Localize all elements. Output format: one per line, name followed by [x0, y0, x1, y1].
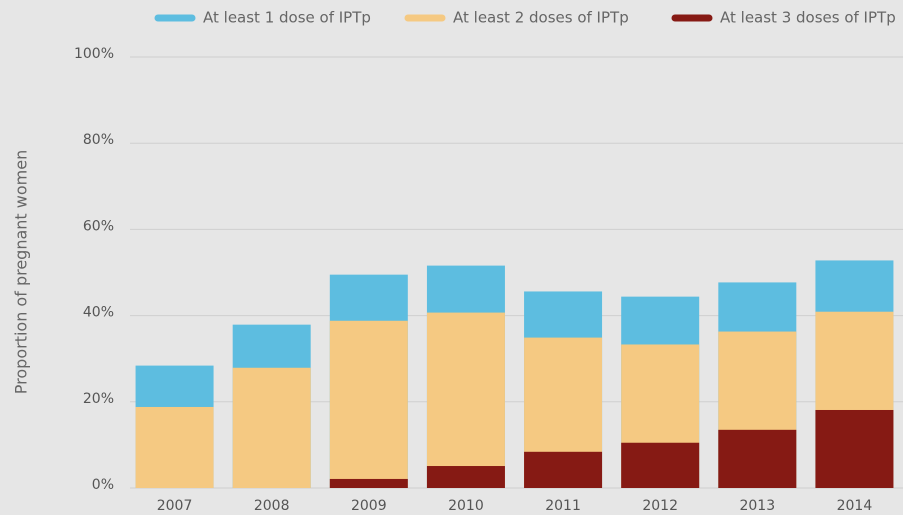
- x-tick-label: 2014: [837, 498, 873, 514]
- x-tick-label: 2007: [157, 498, 193, 514]
- bar: [329, 320, 408, 488]
- y-tick-label: 100%: [74, 46, 114, 62]
- x-tick-label: 2010: [448, 498, 484, 514]
- y-tick-label: 40%: [83, 305, 114, 321]
- y-tick-label: 60%: [83, 218, 114, 234]
- legend-label: At least 1 dose of IPTp: [203, 9, 371, 27]
- bar: [329, 478, 408, 488]
- y-tick-label: 0%: [92, 477, 114, 493]
- legend-label: At least 2 doses of IPTp: [453, 9, 629, 27]
- x-tick-label: 2012: [642, 498, 678, 514]
- x-tick-label: 2011: [545, 498, 581, 514]
- legend-label: At least 3 doses of IPTp: [720, 9, 896, 27]
- x-tick-label: 2008: [254, 498, 290, 514]
- y-axis-title: Proportion of pregnant women: [12, 150, 31, 394]
- x-tick-label: 2013: [739, 498, 775, 514]
- y-tick-label: 80%: [83, 132, 114, 148]
- bar: [135, 406, 214, 488]
- bar: [718, 429, 797, 488]
- bar: [426, 312, 505, 488]
- bar: [524, 451, 603, 488]
- bar: [815, 409, 894, 488]
- bar: [426, 466, 505, 488]
- y-tick-label: 20%: [83, 391, 114, 407]
- x-tick-label: 2009: [351, 498, 387, 514]
- bar: [232, 367, 311, 488]
- bar: [621, 442, 700, 488]
